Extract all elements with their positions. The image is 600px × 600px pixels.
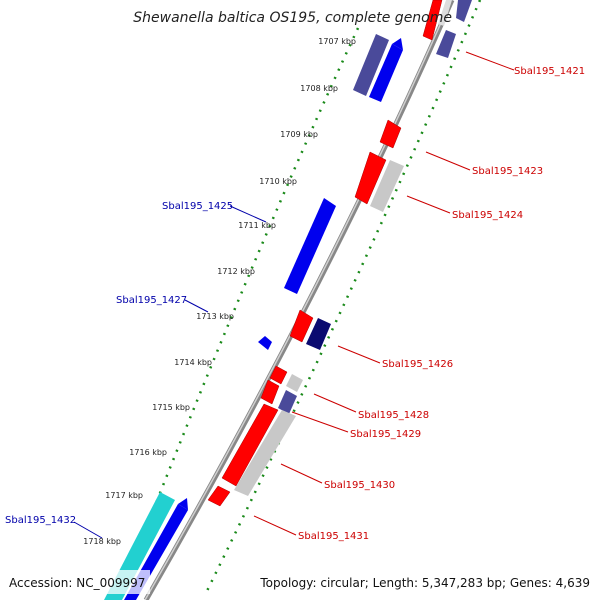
topology-text: Topology: circular; Length: 5,347,283 bp… xyxy=(259,576,590,590)
gene-feature-slate[interactable] xyxy=(456,0,472,22)
map-title: Shewanella baltica OS195, complete genom… xyxy=(133,10,452,26)
topology-backdrop xyxy=(254,570,596,594)
kbp-tick-label: 1717 kbp xyxy=(105,491,143,500)
gene-feature-grey[interactable] xyxy=(438,0,452,26)
gene-feature-red[interactable] xyxy=(221,403,279,487)
gene-feature-red[interactable] xyxy=(269,365,288,385)
gene-label[interactable]: Sbal195_1430 xyxy=(324,480,395,491)
accession-text: Accession: NC_009997 xyxy=(9,576,145,590)
gene-label[interactable]: Sbal195_1431 xyxy=(298,531,369,542)
kbp-tick-label: 1716 kbp xyxy=(129,448,167,457)
leader-line xyxy=(253,515,297,536)
gene-feature-slate[interactable] xyxy=(353,34,389,96)
leader-line xyxy=(280,463,323,484)
leader-line xyxy=(229,205,267,223)
gene-feature-red[interactable] xyxy=(289,309,314,343)
accession-backdrop xyxy=(4,570,150,594)
gene-label[interactable]: Sbal195_1425 xyxy=(162,201,233,212)
gene-arrow-blue[interactable] xyxy=(178,498,188,510)
gene-feature-blue[interactable] xyxy=(369,44,403,102)
leader-line xyxy=(291,411,349,433)
kbp-tick-label: 1712 kbp xyxy=(217,267,255,276)
gene-feature-blue[interactable] xyxy=(258,336,272,350)
leader-line xyxy=(465,51,515,71)
kbp-tick-label: 1707 kbp xyxy=(318,37,356,46)
kbp-tick-label: 1710 kbp xyxy=(259,177,297,186)
leader-line xyxy=(425,151,471,171)
kbp-tick-label: 1714 kbp xyxy=(174,358,212,367)
gene-label[interactable]: Sbal195_1429 xyxy=(350,429,421,440)
outer-tick-ring xyxy=(203,0,482,596)
leader-line xyxy=(184,299,209,313)
gene-feature-slate[interactable] xyxy=(436,30,456,58)
sequence-backbone xyxy=(143,0,455,600)
gene-arrow-blue[interactable] xyxy=(392,38,403,50)
gene-feature-red[interactable] xyxy=(260,379,280,405)
gene-feature-red[interactable] xyxy=(422,0,443,41)
leader-line xyxy=(313,393,357,413)
gene-labels: Sbal195_1421 Sbal195_1423 Sbal195_1424 Sbal… xyxy=(5,66,585,542)
kbp-tick-label: 1715 kbp xyxy=(152,403,190,412)
kbp-tick-label: 1711 kbp xyxy=(238,221,276,230)
sequence-backbone-highlight xyxy=(144,0,452,600)
kbp-tick-label: 1718 kbp xyxy=(83,537,121,546)
inner-tick-ring xyxy=(118,27,360,596)
label-leader-lines xyxy=(73,51,515,539)
gene-feature-grey[interactable] xyxy=(234,410,296,496)
gene-label[interactable]: Sbal195_1428 xyxy=(358,410,429,421)
gene-feature-slate[interactable] xyxy=(278,390,297,414)
gene-feature-red[interactable] xyxy=(207,485,231,507)
gene-label[interactable]: Sbal195_1427 xyxy=(116,295,187,306)
gene-feature-grey[interactable] xyxy=(370,160,404,212)
leader-line xyxy=(337,345,381,364)
leader-line xyxy=(406,195,451,214)
gene-label[interactable]: Sbal195_1432 xyxy=(5,515,76,526)
gene-label[interactable]: Sbal195_1423 xyxy=(472,166,543,177)
kbp-tick-labels: 1707 kbp 1708 kbp 1709 kbp 1710 kbp 1711 kbp… xyxy=(83,37,356,546)
kbp-tick-label: 1709 kbp xyxy=(280,130,318,139)
tick-rings xyxy=(118,0,482,596)
gene-feature-navy[interactable] xyxy=(306,318,331,350)
gene-feature-grey[interactable] xyxy=(286,374,303,392)
gene-feature-red[interactable] xyxy=(354,151,387,205)
gene-arrow-red[interactable] xyxy=(379,119,402,149)
gene-label[interactable]: Sbal195_1426 xyxy=(382,359,453,370)
gene-feature-blue[interactable] xyxy=(284,198,336,294)
kbp-tick-label: 1713 kbp xyxy=(196,312,234,321)
kbp-tick-label: 1708 kbp xyxy=(300,84,338,93)
gene-label[interactable]: Sbal195_1424 xyxy=(452,210,523,221)
gene-label[interactable]: Sbal195_1421 xyxy=(514,66,585,77)
leader-line xyxy=(73,521,103,539)
